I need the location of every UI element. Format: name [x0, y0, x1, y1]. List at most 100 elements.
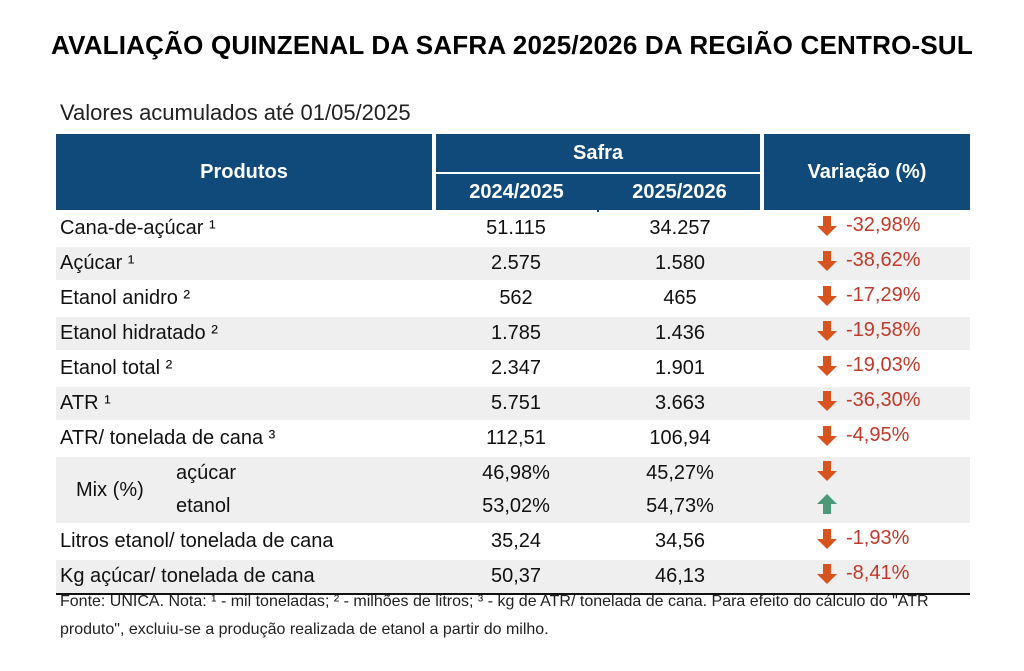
mix-product-cell: Mix (%) açúcar	[56, 455, 434, 501]
value-2025-2026: 106,94	[598, 420, 762, 456]
variation-value	[816, 493, 838, 515]
table-row: ATR ¹ 5.751 3.663 -36,30%	[56, 385, 970, 421]
variation-percent: -1,93%	[846, 527, 910, 550]
arrow-down-icon	[817, 390, 837, 411]
product-name: ATR/ tonelada de cana ³	[56, 420, 434, 456]
variation-value: -17,29%	[816, 284, 921, 307]
value-2025-2026: 34,56	[598, 523, 762, 559]
variation-cell: -1,93%	[762, 523, 970, 559]
variation-cell: -38,62%	[762, 245, 970, 281]
table-body: Cana-de-açúcar ¹ 51.115 34.257 -32,98% Açúca…	[56, 210, 970, 595]
table-row: Açúcar ¹ 2.575 1.580 -38,62%	[56, 245, 970, 281]
value-2025-2026: 3.663	[598, 385, 762, 421]
product-name: Etanol hidratado ²	[56, 315, 434, 351]
value-2025-2026: 54,73%	[598, 490, 762, 524]
variation-percent: -8,41%	[846, 562, 910, 585]
value-2024-2025: 2.575	[434, 245, 598, 281]
variation-value: -38,62%	[816, 249, 921, 272]
arrow-down-icon	[817, 425, 837, 446]
harvest-table: Produtos Safra Variação (%) 2024/2025 20…	[56, 134, 970, 595]
table-row: Etanol total ² 2.347 1.901 -19,03%	[56, 350, 970, 386]
variation-cell	[762, 490, 970, 524]
arrow-down-icon	[817, 563, 837, 584]
value-2025-2026: 1.436	[598, 315, 762, 351]
header-produtos: Produtos	[56, 134, 436, 211]
value-2025-2026: 46,13	[598, 558, 762, 595]
header-year-2024-2025: 2024/2025	[434, 173, 599, 211]
table-row: Cana-de-açúcar ¹ 51.115 34.257 -32,98%	[56, 210, 970, 246]
variation-cell: -36,30%	[762, 385, 970, 421]
value-2024-2025: 5.751	[434, 385, 598, 421]
product-name: Etanol anidro ²	[56, 280, 434, 316]
product-name: Etanol total ²	[56, 350, 434, 386]
value-2024-2025: 51.115	[434, 210, 598, 246]
value-2024-2025: 50,37	[434, 558, 598, 595]
variation-cell	[762, 455, 970, 490]
arrow-down-icon	[817, 528, 837, 549]
header-year-2025-2026: 2025/2026	[598, 173, 762, 211]
table-row: ATR/ tonelada de cana ³ 112,51 106,94 -4,95…	[56, 420, 970, 456]
variation-cell: -4,95%	[762, 420, 970, 456]
variation-value: -4,95%	[816, 424, 909, 447]
variation-value: -1,93%	[816, 527, 909, 550]
value-2024-2025: 562	[434, 280, 598, 316]
value-2024-2025: 1.785	[434, 315, 598, 351]
table-subtitle: Valores acumulados até 01/05/2025	[60, 100, 411, 125]
variation-value: -19,58%	[816, 319, 921, 342]
product-name: Cana-de-açúcar ¹	[56, 210, 434, 246]
variation-cell: -8,41%	[762, 558, 970, 595]
mix-item-name: açúcar	[176, 462, 237, 484]
variation-percent: -17,29%	[846, 284, 921, 307]
arrow-down-icon	[817, 355, 837, 376]
variation-percent: -4,95%	[846, 424, 910, 447]
product-name: Kg açúcar/ tonelada de cana	[56, 558, 434, 595]
arrow-down-icon	[817, 460, 837, 481]
product-name: ATR ¹	[56, 385, 434, 421]
arrow-down-icon	[817, 250, 837, 271]
variation-value: -19,03%	[816, 354, 921, 377]
footnote: Fonte: UNICA. Nota: ¹ - mil toneladas; ²…	[60, 593, 929, 638]
value-2025-2026: 465	[598, 280, 762, 316]
table-row-mix: Mix (%) açúcar 46,98% 45,27%	[56, 455, 970, 501]
table-row: Kg açúcar/ tonelada de cana 50,37 46,13 -8,…	[56, 558, 970, 595]
value-2025-2026: 1.580	[598, 245, 762, 281]
value-2024-2025: 112,51	[434, 420, 598, 456]
variation-value	[816, 460, 838, 482]
product-name: Açúcar ¹	[56, 245, 434, 281]
harvest-table-grid: Produtos Safra Variação (%) 2024/2025 20…	[56, 134, 970, 595]
table-row: Etanol anidro ² 562 465 -17,29%	[56, 280, 970, 316]
variation-cell: -17,29%	[762, 280, 970, 316]
variation-cell: -19,03%	[762, 350, 970, 386]
variation-percent: -19,58%	[846, 319, 921, 342]
variation-cell: -19,58%	[762, 315, 970, 351]
product-name: Litros etanol/ tonelada de cana	[56, 523, 434, 559]
arrow-up-icon	[817, 493, 837, 514]
mix-item-name: etanol	[176, 495, 231, 517]
header-safra: Safra	[434, 134, 762, 174]
value-2024-2025: 53,02%	[434, 490, 598, 524]
variation-percent: -32,98%	[846, 214, 921, 237]
variation-value: -32,98%	[816, 214, 921, 237]
value-2024-2025: 46,98%	[434, 455, 598, 490]
value-2025-2026: 45,27%	[598, 455, 762, 490]
arrow-down-icon	[817, 215, 837, 236]
mix-product-cell: etanol	[56, 490, 434, 524]
arrow-down-icon	[817, 285, 837, 306]
variation-value: -8,41%	[816, 562, 909, 585]
variation-percent: -36,30%	[846, 389, 921, 412]
value-2024-2025: 2.347	[434, 350, 598, 386]
variation-percent: -19,03%	[846, 354, 921, 377]
mix-label: Mix (%)	[76, 479, 144, 501]
variation-percent: -38,62%	[846, 249, 921, 272]
arrow-down-icon	[817, 320, 837, 341]
header-variacao: Variação (%)	[760, 134, 970, 211]
value-2025-2026: 34.257	[598, 210, 762, 246]
variation-value: -36,30%	[816, 389, 921, 412]
value-2024-2025: 35,24	[434, 523, 598, 559]
table-row-mix: etanol 53,02% 54,73%	[56, 490, 970, 524]
page-title: AVALIAÇÃO QUINZENAL DA SAFRA 2025/2026 D…	[51, 30, 973, 60]
variation-cell: -32,98%	[762, 210, 970, 246]
value-2025-2026: 1.901	[598, 350, 762, 386]
table-row: Etanol hidratado ² 1.785 1.436 -19,58%	[56, 315, 970, 351]
table-row: Litros etanol/ tonelada de cana 35,24 34,5…	[56, 523, 970, 559]
